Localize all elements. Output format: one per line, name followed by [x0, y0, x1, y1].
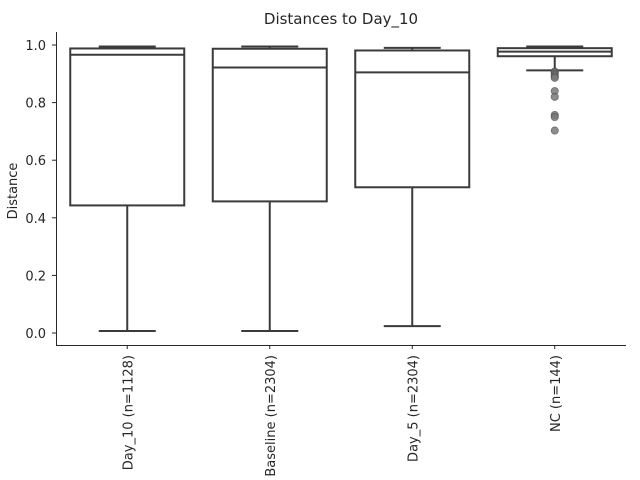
- x-tick-label: Day_5 (n=2304): [406, 355, 421, 462]
- box-iqr: [211, 47, 328, 203]
- box-series-4: [496, 45, 613, 135]
- y-axis-ticks: 0.0 0.2 0.4 0.6 0.8 1.0: [25, 39, 56, 342]
- outlier-point: [550, 73, 559, 82]
- outlier-point: [550, 92, 559, 101]
- box-series-1: [69, 45, 186, 332]
- box-iqr: [354, 49, 471, 189]
- y-tick-label: 0.6: [25, 154, 46, 169]
- chart-title: Distances to Day_10: [264, 10, 418, 29]
- x-axis-ticks: Day_10 (n=1128) Baseline (n=2304) Day_5 (n…: [121, 345, 564, 477]
- plot-area: 0.0 0.2 0.4 0.6 0.8 1.0 Day_10 (n=1128) Baseli…: [25, 32, 626, 477]
- box-series-3: [354, 46, 471, 328]
- outlier-point: [550, 126, 559, 135]
- y-tick-label: 1.0: [25, 39, 46, 54]
- y-tick-label: 0.0: [25, 327, 46, 342]
- y-tick-label: 0.2: [25, 269, 46, 284]
- x-tick-label: NC (n=144): [549, 355, 564, 432]
- boxes-group: [69, 45, 613, 332]
- x-tick-label: Baseline (n=2304): [264, 355, 279, 477]
- box-iqr: [69, 47, 186, 207]
- box-series-2: [211, 45, 328, 332]
- y-tick-label: 0.8: [25, 97, 46, 112]
- y-axis-label: Distance: [6, 163, 21, 220]
- y-tick-label: 0.4: [25, 212, 46, 227]
- outlier-point: [550, 113, 559, 122]
- x-tick-label: Day_10 (n=1128): [121, 355, 136, 470]
